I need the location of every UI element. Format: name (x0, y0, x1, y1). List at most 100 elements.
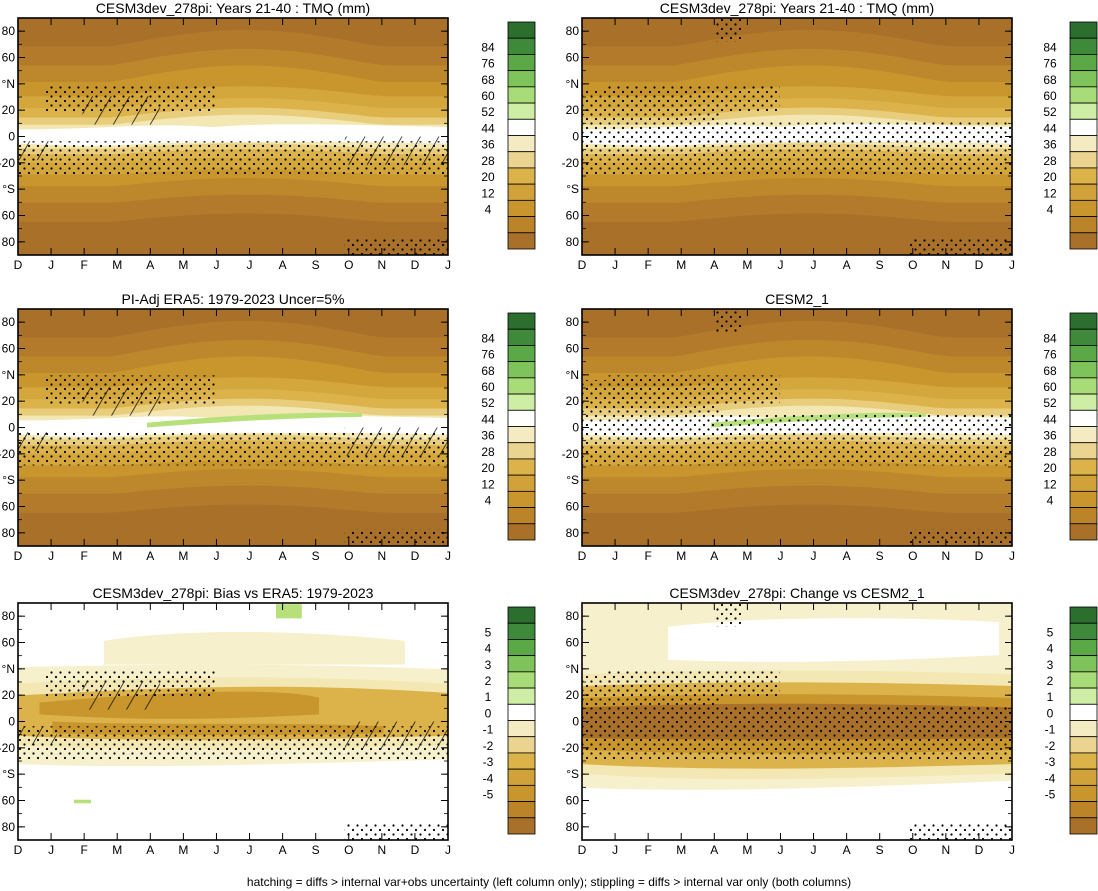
colorbar-label: 76 (481, 348, 495, 362)
x-tick-label: D (411, 843, 420, 857)
x-tick-label: F (80, 549, 87, 563)
x-tick-label: M (112, 258, 122, 272)
y-tick-label: 60 (566, 500, 580, 514)
panel-field (582, 603, 1012, 840)
colorbar-label: 68 (1043, 73, 1057, 87)
panel-3: PI-Adj ERA5: 1979-2023 Uncer=5% D J F M A M J J A… (0, 291, 536, 563)
y-tick-label: °S (2, 182, 15, 196)
panel-title: CESM2_1 (765, 291, 829, 307)
x-tick-label: O (344, 258, 353, 272)
y-tick-label: 60 (566, 51, 580, 65)
colorbar-label: 0 (1047, 706, 1054, 720)
x-tick-label: J (48, 258, 54, 272)
x-tick-label: D (975, 549, 984, 563)
x-tick-label: D (411, 549, 420, 563)
x-tick-label: A (279, 549, 287, 563)
y-tick-label: 0 (8, 130, 15, 144)
stippling-region (715, 309, 742, 333)
colorbar-swatch (1069, 409, 1098, 427)
colorbar-swatch (507, 474, 536, 492)
x-tick-label: M (178, 258, 188, 272)
panel-title: PI-Adj ERA5: 1979-2023 Uncer=5% (122, 291, 345, 307)
y-tick-label: 80 (2, 24, 16, 38)
x-tick-label: S (876, 258, 884, 272)
colorbar-swatch (507, 687, 536, 705)
x-tick-label: S (312, 843, 320, 857)
colorbar-label: 60 (1043, 89, 1057, 103)
x-tick-label: A (843, 258, 851, 272)
colorbar-label: -4 (483, 771, 494, 785)
y-tick-label: 80 (566, 609, 580, 623)
colorbar-label: -2 (1045, 739, 1056, 753)
x-tick-label: F (644, 258, 651, 272)
colorbar-swatch (507, 752, 536, 770)
x-tick-label: O (344, 843, 353, 857)
colorbar-swatch (1069, 393, 1098, 411)
y-tick-label: 80 (2, 609, 16, 623)
x-tick-label: J (213, 843, 219, 857)
colorbar-label: 12 (481, 186, 495, 200)
x-tick-label: J (48, 843, 54, 857)
moisture-max-region (147, 412, 362, 428)
y-tick-label: 0 (572, 715, 579, 729)
colorbar-label: -4 (1045, 771, 1056, 785)
stippling-region (344, 238, 448, 255)
panel-1: CESM3dev_278pi: Years 21-40 : TMQ (mm) D J… (0, 0, 536, 272)
colorbar-swatch (507, 199, 536, 217)
x-tick-label: D (578, 549, 587, 563)
colorbar-label: 2 (1047, 674, 1054, 688)
y-tick-label: 80 (566, 24, 580, 38)
colorbar-label: 44 (1043, 412, 1057, 426)
y-tick-label: 60 (2, 342, 16, 356)
x-tick-label: J (612, 549, 618, 563)
colorbar-label: -1 (483, 723, 494, 737)
y-tick-label: °N (2, 368, 15, 382)
x-tick-label: M (742, 843, 752, 857)
heatmap-band (104, 631, 405, 665)
x-tick-label: J (1009, 549, 1015, 563)
heatmap-band (18, 415, 448, 437)
colorbar-swatch (1069, 312, 1098, 330)
colorbar-swatch (1069, 752, 1098, 770)
x-tick-label: D (14, 258, 23, 272)
colorbar-label: 76 (1043, 57, 1057, 71)
colorbar-swatch (507, 86, 536, 104)
panel-title: CESM3dev_278pi: Change vs CESM2_1 (669, 585, 924, 601)
colorbar-swatch (1069, 118, 1098, 136)
colorbar-label: 20 (1043, 170, 1057, 184)
stippling-region (715, 603, 742, 627)
x-tick-label: D (578, 843, 587, 857)
colorbar-swatch (507, 102, 536, 120)
colorbar-swatch (1069, 768, 1098, 786)
colorbar-swatch (1069, 671, 1098, 689)
y-tick-label: 20 (566, 103, 580, 117)
y-tick-label: °S (2, 473, 15, 487)
x-tick-label: M (676, 843, 686, 857)
colorbar-swatch (1069, 70, 1098, 88)
y-tick-label: 80 (566, 526, 580, 540)
colorbar-swatch (507, 70, 536, 88)
colorbar-swatch (1069, 442, 1098, 460)
colorbar-label: 52 (481, 105, 495, 119)
y-tick-label: 80 (566, 820, 580, 834)
colorbar-swatch (507, 655, 536, 673)
x-tick-label: N (378, 258, 387, 272)
y-tick-label: 20 (566, 688, 580, 702)
colorbar-swatch (1069, 216, 1098, 234)
colorbar-swatch (507, 507, 536, 525)
colorbar-swatch (507, 21, 536, 39)
colorbar-swatch (1069, 490, 1098, 508)
x-tick-label: J (445, 258, 451, 272)
x-tick-label: O (344, 549, 353, 563)
colorbar-swatch (507, 458, 536, 476)
x-tick-label: N (378, 843, 387, 857)
x-tick-label: J (811, 258, 817, 272)
hatching-region (18, 432, 57, 452)
x-tick-label: M (742, 549, 752, 563)
colorbar-swatch (507, 232, 536, 250)
stippling-region (582, 141, 1012, 175)
y-tick-label: 60 (566, 794, 580, 808)
y-tick-label: °S (2, 767, 15, 781)
y-tick-label: 60 (2, 636, 16, 650)
